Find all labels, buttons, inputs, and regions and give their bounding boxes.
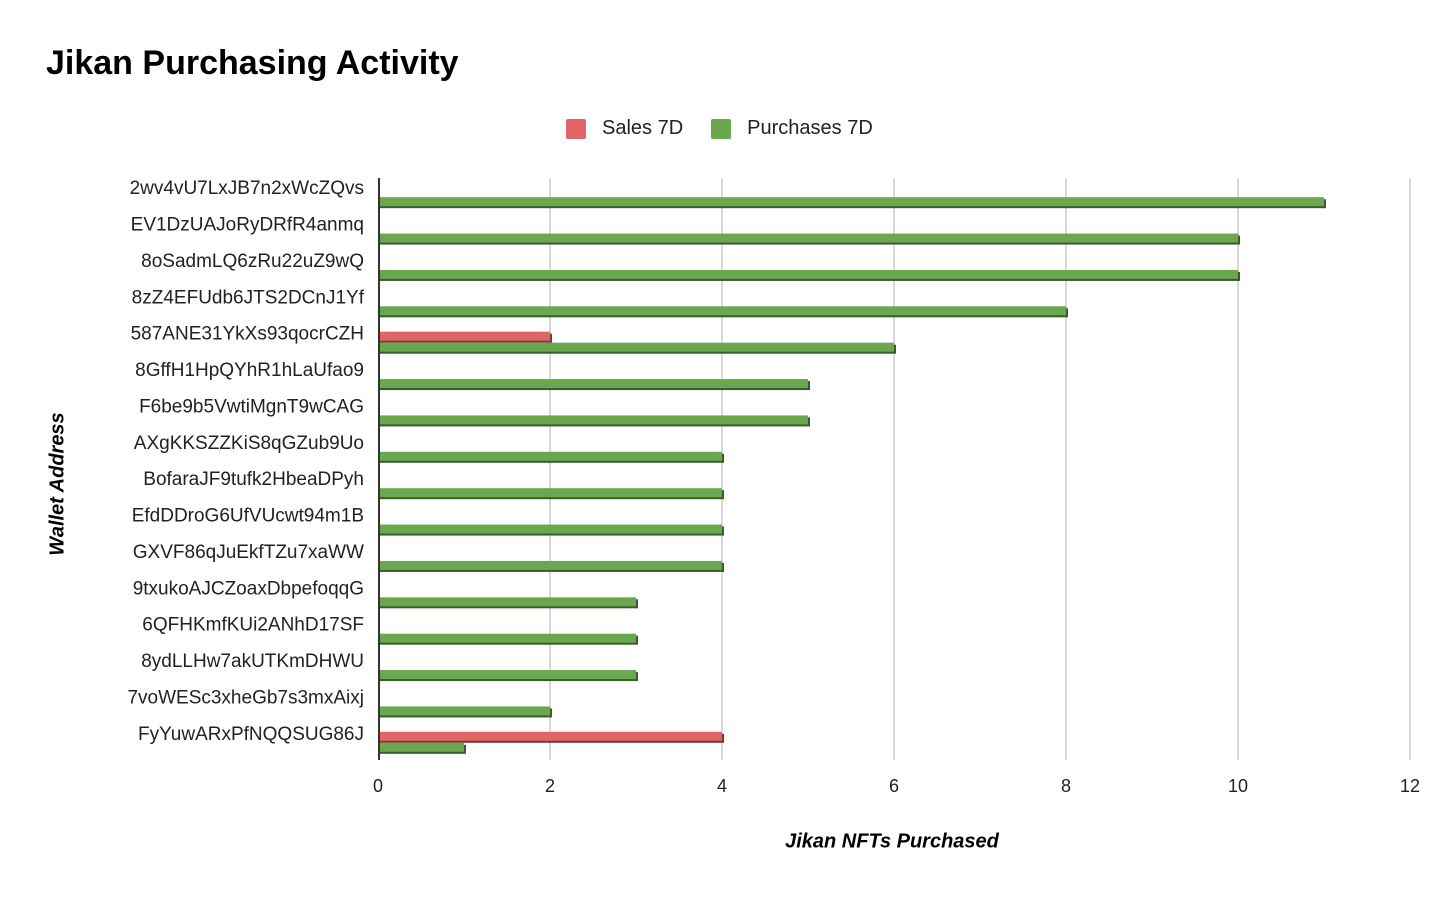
y-tick-label: EfdDDroG6UfVUcwt94m1B bbox=[132, 506, 364, 527]
x-tick-label: 0 bbox=[373, 776, 383, 796]
legend-label-sales: Sales 7D bbox=[602, 117, 684, 139]
x-tick-label: 8 bbox=[1061, 776, 1071, 796]
bar-purchases bbox=[378, 269, 1238, 279]
chart-title: Jikan Purchasing Activity bbox=[46, 44, 459, 82]
bar-purchases bbox=[378, 379, 808, 389]
bar-purchases bbox=[378, 706, 550, 716]
x-axis-title: Jikan NFTs Purchased bbox=[785, 830, 999, 853]
bar-purchases bbox=[378, 597, 636, 607]
bar-purchases bbox=[378, 342, 894, 352]
bar-purchases bbox=[378, 670, 636, 680]
bar-purchases bbox=[378, 197, 1324, 207]
y-tick-label: 2wv4vU7LxJB7n2xWcZQvs bbox=[130, 178, 364, 199]
x-tick-label: 10 bbox=[1228, 776, 1248, 796]
bar-purchases bbox=[378, 560, 722, 570]
y-tick-label: 9txukoAJCZoaxDbpefoqqG bbox=[133, 578, 364, 599]
bar-purchases bbox=[378, 488, 722, 498]
bar-sales bbox=[378, 331, 550, 341]
legend-swatch-purchases bbox=[711, 118, 732, 139]
legend-swatch-sales bbox=[566, 118, 586, 139]
y-tick-label: 587ANE31YkXs93qocrCZH bbox=[131, 324, 364, 345]
y-tick-label: 7voWESc3xheGb7s3mxAixj bbox=[127, 687, 364, 708]
y-tick-label: FyYuwARxPfNQQSUG86J bbox=[138, 724, 364, 745]
bar-purchases bbox=[378, 306, 1066, 316]
bar-sales bbox=[378, 731, 722, 741]
y-tick-label: 8zZ4EFUdb6JTS2DCnJ1Yf bbox=[132, 287, 365, 308]
y-tick-label: F6be9b5VwtiMgnT9wCAG bbox=[139, 396, 364, 417]
y-tick-label: 8oSadmLQ6zRu22uZ9wQ bbox=[141, 251, 364, 272]
x-tick-label: 4 bbox=[717, 776, 727, 796]
bar-purchases bbox=[378, 233, 1238, 243]
legend-label-purchases: Purchases 7D bbox=[747, 117, 873, 139]
x-tick-label: 2 bbox=[545, 776, 555, 796]
x-tick-label: 12 bbox=[1400, 776, 1420, 796]
y-tick-label: AXgKKSZZKiS8qGZub9Uo bbox=[134, 433, 364, 454]
bar-purchases bbox=[378, 415, 808, 425]
y-tick-label: BofaraJF9tufk2HbeaDPyh bbox=[143, 469, 364, 490]
y-tick-label: 8GffH1HpQYhR1hLaUfao9 bbox=[135, 360, 364, 381]
bar-purchases bbox=[378, 742, 464, 752]
legend-item-purchases[interactable]: Purchases 7D bbox=[711, 117, 873, 140]
bar-purchases bbox=[378, 524, 722, 534]
bar-purchases bbox=[378, 451, 722, 461]
bar-purchases bbox=[378, 633, 636, 643]
y-tick-label: 8ydLLHw7akUTKmDHWU bbox=[141, 651, 364, 672]
y-tick-label: GXVF86qJuEkfTZu7xaWW bbox=[133, 542, 364, 563]
x-tick-label: 6 bbox=[889, 776, 899, 796]
legend: Sales 7D Purchases 7D bbox=[566, 117, 901, 140]
y-tick-label: 6QFHKmfKUi2ANhD17SF bbox=[142, 615, 364, 636]
legend-item-sales[interactable]: Sales 7D bbox=[566, 117, 683, 140]
y-tick-label: EV1DzUAJoRyDRfR4anmq bbox=[131, 215, 364, 236]
